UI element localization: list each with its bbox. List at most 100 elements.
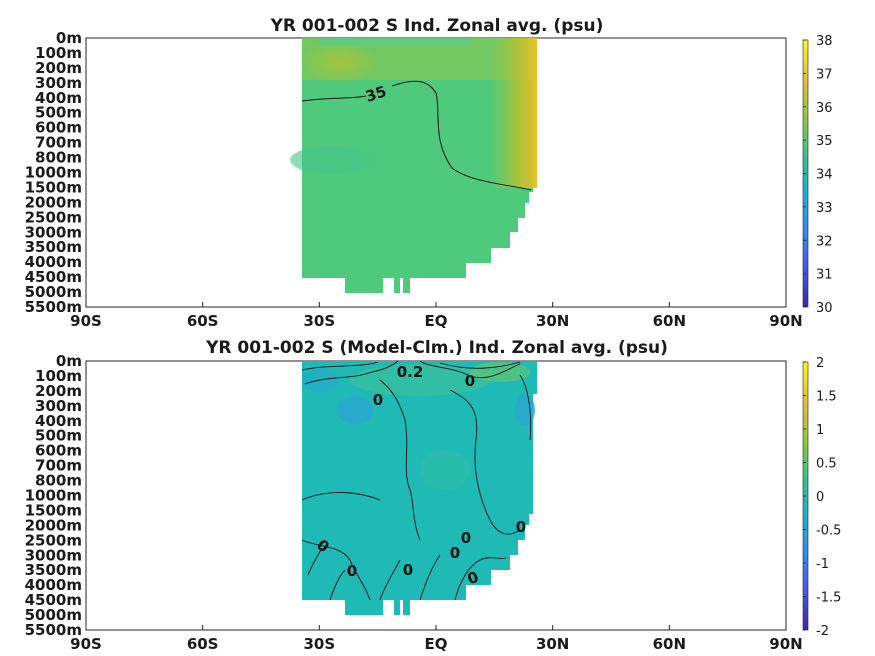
anomaly-contours <box>301 360 532 601</box>
y-tick-label: 1000m <box>25 487 82 505</box>
y-tick-label: 600m <box>35 119 82 137</box>
y-tick-label: 2500m <box>25 531 82 549</box>
panel-salinity-anomaly: YR 001-002 S (Model-Clm.) Ind. Zonal avg… <box>25 338 842 653</box>
x-tick-label: 60S <box>187 312 219 330</box>
y-tick-label: 200m <box>35 382 82 400</box>
contour-label: 0.2 <box>397 363 424 381</box>
contour-label: 0 <box>461 529 471 547</box>
y-tick-label: 3500m <box>25 561 82 579</box>
panel-2-title: YR 001-002 S (Model-Clm.) Ind. Zonal avg… <box>205 338 668 358</box>
y-tick-label: 4500m <box>25 268 82 286</box>
x-tick-label: 60N <box>653 312 686 330</box>
fresh-patch <box>290 146 370 174</box>
x-tick-label: 90N <box>769 312 802 330</box>
y-tick-label: 700m <box>35 134 82 152</box>
contour-label: 0 <box>373 391 383 409</box>
colorbar-tick-label: 1 <box>816 423 824 438</box>
contour-label: 0 <box>450 544 460 562</box>
y-tick-labels-1: 0m100m200m300m400m500m600m700m800m1000m1… <box>25 29 82 316</box>
colorbar-tick-label: 30 <box>816 301 833 316</box>
y-tick-label: 300m <box>35 74 82 92</box>
y-tick-label: 800m <box>35 149 82 167</box>
y-tick-label: 4000m <box>25 253 82 271</box>
colorbar-tick-label: 38 <box>816 34 833 49</box>
x-tick-labels-1: 90S 60S 30S EQ 30N 60N 90N <box>70 302 803 330</box>
contour-35 <box>301 80 532 191</box>
colorbar-tick-labels-2: 2 1.5 1 0.5 0 -0.5 -1 -1.5 -2 <box>803 356 841 639</box>
y-tick-label: 3500m <box>25 238 82 256</box>
y-tick-label: 100m <box>35 44 82 62</box>
y-tick-label: 3000m <box>25 223 82 241</box>
y-tick-label: 1500m <box>25 501 82 519</box>
colorbar-tick-label: -2 <box>816 624 829 639</box>
contour-label: 0 <box>347 562 357 580</box>
y-tick-label: 500m <box>35 104 82 122</box>
colorbar-tick-labels-1: 38 37 36 35 34 33 32 31 30 <box>803 34 833 316</box>
x-tick-label: 30N <box>536 312 569 330</box>
x-tick-label: EQ <box>425 312 448 330</box>
positive-anomaly-patch <box>420 450 470 490</box>
y-tick-label: 700m <box>35 457 82 475</box>
colorbar-tick-label: 34 <box>816 168 833 183</box>
colorbar-tick-label: -1.5 <box>816 591 841 606</box>
y-tick-label: 1000m <box>25 164 82 182</box>
x-tick-label: 30S <box>303 312 335 330</box>
y-tick-label: 2000m <box>25 516 82 534</box>
colorbar-tick-label: -0.5 <box>816 524 841 539</box>
colorbar-tick-label: 0.5 <box>816 457 837 472</box>
y-tick-label: 200m <box>35 59 82 77</box>
colorbar-tick-label: -1 <box>816 557 829 572</box>
y-tick-label: 500m <box>35 427 82 445</box>
x-tick-label: 30S <box>303 635 335 653</box>
negative-anomaly-patch <box>515 394 535 426</box>
y-tick-label: 600m <box>35 442 82 460</box>
y-tick-label: 300m <box>35 397 82 415</box>
colorbar-tick-label: 32 <box>816 234 833 249</box>
x-tick-label: 30N <box>536 635 569 653</box>
salinity-field <box>302 38 537 293</box>
colorbar-tick-label: 0 <box>816 490 824 505</box>
y-tick-label: 800m <box>35 472 82 490</box>
x-tick-label: 60S <box>187 635 219 653</box>
colorbar-tick-label: 37 <box>816 67 833 82</box>
colorbar-tick-label: 2 <box>816 356 824 371</box>
colorbar-tick-label: 35 <box>816 134 833 149</box>
y-tick-label: 4500m <box>25 591 82 609</box>
anomaly-field <box>302 361 537 615</box>
y-tick-label: 2500m <box>25 208 82 226</box>
x-tick-label: 90S <box>70 312 102 330</box>
positive-anomaly-patch <box>350 364 490 396</box>
y-tick-label: 100m <box>35 367 82 385</box>
colorbar-tick-label: 31 <box>816 268 833 283</box>
y-tick-label: 3000m <box>25 546 82 564</box>
colorbar-tick-label: 36 <box>816 101 833 116</box>
contour-label: 35 <box>363 82 388 106</box>
y-tick-labels-2: 0m100m200m300m400m500m600m700m800m1000m1… <box>25 352 82 639</box>
y-tick-label: 5000m <box>25 283 82 301</box>
data-field-2: 0.2 0 0 0 0 0 0 0 0 0 <box>301 360 537 615</box>
panel-1-title: YR 001-002 S Ind. Zonal avg. (psu) <box>270 16 604 36</box>
colorbar-tick-label: 1.5 <box>816 390 837 405</box>
north-edge-high-salinity <box>490 38 537 188</box>
contour-label: 0 <box>403 561 413 579</box>
contour-label: 0 <box>465 372 475 390</box>
x-tick-labels-2: 90S 60S 30S EQ 30N 60N 90N <box>70 625 803 653</box>
y-tick-label: 2000m <box>25 193 82 211</box>
y-tick-label: 5500m <box>25 621 82 639</box>
contour-label: 0 <box>516 518 526 536</box>
data-field-1: 35 <box>290 38 537 293</box>
panel-salinity: YR 001-002 S Ind. Zonal avg. (psu) 35 0m… <box>25 16 833 330</box>
y-tick-label: 1500m <box>25 178 82 196</box>
positive-anomaly-patch <box>470 362 530 382</box>
x-tick-label: 90N <box>769 635 802 653</box>
y-tick-label: 0m <box>56 352 82 370</box>
x-tick-label: EQ <box>425 635 448 653</box>
y-tick-label: 4000m <box>25 576 82 594</box>
y-tick-label: 5500m <box>25 298 82 316</box>
colorbar-tick-label: 33 <box>816 201 833 216</box>
surface-fresh-band <box>320 38 470 45</box>
y-tick-label: 5000m <box>25 606 82 624</box>
subtropical-salinity-max <box>300 40 380 84</box>
x-tick-label: 60N <box>653 635 686 653</box>
